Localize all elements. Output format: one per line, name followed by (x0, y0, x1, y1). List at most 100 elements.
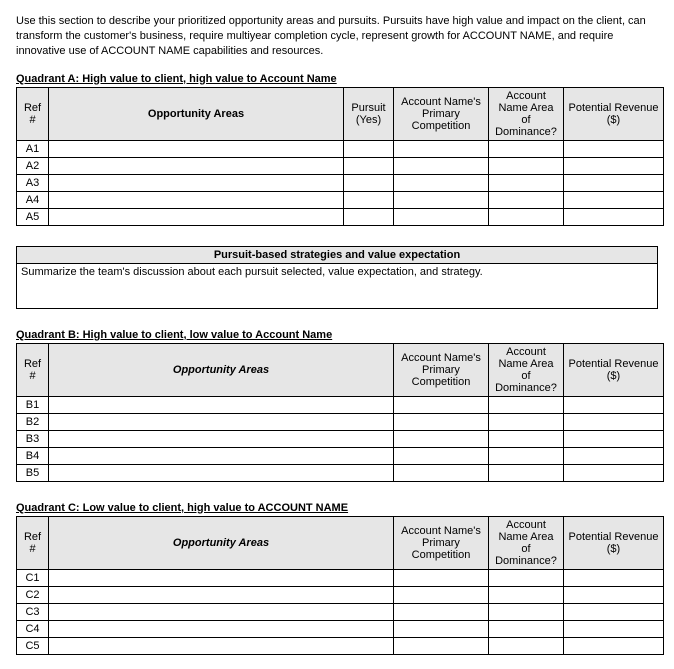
comp-cell[interactable] (394, 430, 489, 447)
strategies-body[interactable]: Summarize the team's discussion about ea… (16, 264, 658, 309)
ref-cell: A3 (17, 174, 49, 191)
dom-cell[interactable] (489, 447, 564, 464)
rev-cell[interactable] (564, 464, 664, 481)
col-dominance-header: Account Name Area of Dominance? (489, 516, 564, 569)
dom-cell[interactable] (489, 157, 564, 174)
rev-cell[interactable] (564, 157, 664, 174)
opp-cell[interactable] (49, 191, 344, 208)
comp-cell[interactable] (394, 464, 489, 481)
dom-cell[interactable] (489, 191, 564, 208)
table-header-row: Ref # Opportunity Areas Pursuit (Yes) Ac… (17, 87, 664, 140)
opp-cell[interactable] (49, 603, 394, 620)
rev-cell[interactable] (564, 208, 664, 225)
dom-cell[interactable] (489, 586, 564, 603)
col-dominance-header: Account Name Area of Dominance? (489, 87, 564, 140)
col-opportunity-header: Opportunity Areas (49, 343, 394, 396)
dom-cell[interactable] (489, 464, 564, 481)
dom-cell[interactable] (489, 396, 564, 413)
opp-cell[interactable] (49, 396, 394, 413)
comp-cell[interactable] (394, 396, 489, 413)
comp-cell[interactable] (394, 140, 489, 157)
ref-cell: B5 (17, 464, 49, 481)
pursuit-cell[interactable] (344, 174, 394, 191)
col-opportunity-header: Opportunity Areas (49, 516, 394, 569)
rev-cell[interactable] (564, 586, 664, 603)
opp-cell[interactable] (49, 447, 394, 464)
opp-cell[interactable] (49, 208, 344, 225)
rev-cell[interactable] (564, 174, 664, 191)
quadrant-c-table: Ref # Opportunity Areas Account Name's P… (16, 516, 664, 655)
table-row: A5 (17, 208, 664, 225)
dom-cell[interactable] (489, 140, 564, 157)
comp-cell[interactable] (394, 586, 489, 603)
table-header-row: Ref # Opportunity Areas Account Name's P… (17, 516, 664, 569)
table-row: A3 (17, 174, 664, 191)
comp-cell[interactable] (394, 603, 489, 620)
pursuit-cell[interactable] (344, 191, 394, 208)
col-competition-header: Account Name's Primary Competition (394, 343, 489, 396)
col-competition-header: Account Name's Primary Competition (394, 87, 489, 140)
col-ref-header: Ref # (17, 87, 49, 140)
opp-cell[interactable] (49, 174, 344, 191)
pursuit-cell[interactable] (344, 208, 394, 225)
col-ref-header: Ref # (17, 343, 49, 396)
pursuit-cell[interactable] (344, 157, 394, 174)
opp-cell[interactable] (49, 569, 394, 586)
comp-cell[interactable] (394, 569, 489, 586)
comp-cell[interactable] (394, 637, 489, 654)
opp-cell[interactable] (49, 586, 394, 603)
opp-cell[interactable] (49, 620, 394, 637)
rev-cell[interactable] (564, 447, 664, 464)
comp-cell[interactable] (394, 208, 489, 225)
table-row: A1 (17, 140, 664, 157)
rev-cell[interactable] (564, 637, 664, 654)
comp-cell[interactable] (394, 174, 489, 191)
comp-cell[interactable] (394, 620, 489, 637)
col-competition-header: Account Name's Primary Competition (394, 516, 489, 569)
rev-cell[interactable] (564, 191, 664, 208)
opp-cell[interactable] (49, 413, 394, 430)
dom-cell[interactable] (489, 430, 564, 447)
dom-cell[interactable] (489, 620, 564, 637)
opp-cell[interactable] (49, 430, 394, 447)
table-header-row: Ref # Opportunity Areas Account Name's P… (17, 343, 664, 396)
table-row: B2 (17, 413, 664, 430)
table-row: B3 (17, 430, 664, 447)
rev-cell[interactable] (564, 396, 664, 413)
opp-cell[interactable] (49, 140, 344, 157)
col-pursuit-header: Pursuit (Yes) (344, 87, 394, 140)
opp-cell[interactable] (49, 637, 394, 654)
dom-cell[interactable] (489, 413, 564, 430)
rev-cell[interactable] (564, 140, 664, 157)
pursuit-cell[interactable] (344, 140, 394, 157)
ref-cell: A5 (17, 208, 49, 225)
rev-cell[interactable] (564, 430, 664, 447)
comp-cell[interactable] (394, 157, 489, 174)
dom-cell[interactable] (489, 603, 564, 620)
opp-cell[interactable] (49, 157, 344, 174)
ref-cell: C4 (17, 620, 49, 637)
col-dominance-header: Account Name Area of Dominance? (489, 343, 564, 396)
comp-cell[interactable] (394, 191, 489, 208)
table-row: C5 (17, 637, 664, 654)
ref-cell: C3 (17, 603, 49, 620)
rev-cell[interactable] (564, 603, 664, 620)
table-row: A2 (17, 157, 664, 174)
ref-cell: B2 (17, 413, 49, 430)
rev-cell[interactable] (564, 620, 664, 637)
dom-cell[interactable] (489, 637, 564, 654)
dom-cell[interactable] (489, 208, 564, 225)
comp-cell[interactable] (394, 413, 489, 430)
opp-cell[interactable] (49, 464, 394, 481)
col-revenue-header: Potential Revenue ($) (564, 343, 664, 396)
rev-cell[interactable] (564, 569, 664, 586)
comp-cell[interactable] (394, 447, 489, 464)
intro-text: Use this section to describe your priori… (16, 14, 658, 59)
quadrant-c-title: Quadrant C: Low value to client, high va… (16, 502, 658, 514)
dom-cell[interactable] (489, 174, 564, 191)
ref-cell: C1 (17, 569, 49, 586)
dom-cell[interactable] (489, 569, 564, 586)
ref-cell: B3 (17, 430, 49, 447)
ref-cell: A4 (17, 191, 49, 208)
rev-cell[interactable] (564, 413, 664, 430)
